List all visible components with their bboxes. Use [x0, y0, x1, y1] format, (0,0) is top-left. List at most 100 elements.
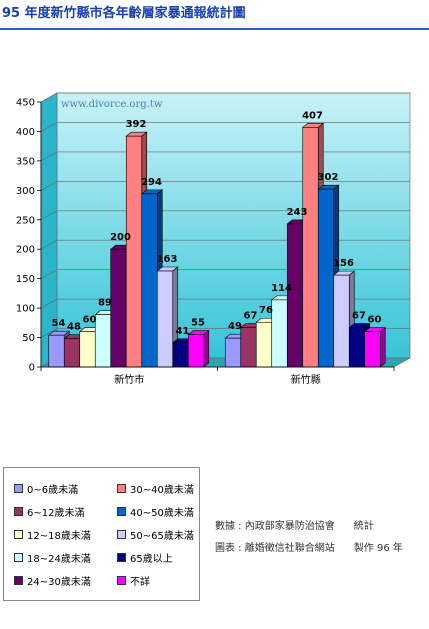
legend-swatch — [14, 507, 23, 516]
legend-swatch — [14, 530, 23, 539]
data-label: 76 — [259, 305, 273, 316]
y-tick-label: 300 — [16, 186, 35, 197]
bar-front — [255, 321, 273, 368]
legend-label: 6~12歲未滿 — [27, 508, 85, 519]
bar — [332, 270, 356, 368]
data-label: 392 — [126, 119, 147, 130]
legend-label: 65歲以上 — [130, 554, 173, 565]
bar — [363, 327, 387, 368]
legend-swatch — [14, 553, 23, 562]
page-title: 95 年度新竹縣市各年齡層家暴通報統計圖 — [2, 6, 246, 21]
bar-side — [203, 329, 210, 368]
bar-front — [302, 127, 319, 368]
legend: 0~6歲未滿 6~12歲未滿 12~18歲未滿 18~24歲未滿 24~30歲未滿 30~… — [3, 467, 200, 601]
gridline — [40, 181, 410, 191]
legend-swatch — [14, 576, 23, 585]
bar-side — [379, 327, 386, 368]
legend-swatch — [117, 530, 126, 539]
legend-item: 6~12歲未滿 — [14, 504, 84, 519]
bar-front — [348, 327, 366, 368]
data-label: 54 — [52, 318, 66, 329]
legend-item: 24~30歲未滿 — [14, 573, 91, 588]
bar-front — [110, 248, 127, 368]
legend-label: 18~24歲未滿 — [27, 554, 91, 565]
legend-label: 不詳 — [130, 577, 150, 588]
legend-item: 65歲以上 — [117, 550, 173, 565]
data-label: 294 — [141, 177, 162, 188]
legend-item: 40~50歲未滿 — [117, 504, 194, 519]
watermark: www.divorce.org.tw — [61, 99, 163, 110]
data-label: 41 — [176, 326, 190, 337]
y-axis: 0 50 100 150 200 250 300 350 400 450 — [16, 98, 42, 374]
title-divider — [0, 28, 429, 30]
legend-item: 0~6歲未滿 — [14, 481, 78, 496]
bars — [47, 122, 387, 368]
legend-label: 0~6歲未滿 — [27, 485, 79, 496]
y-tick-label: 50 — [22, 333, 35, 344]
bar-front — [240, 327, 257, 368]
bar-front — [286, 223, 304, 368]
gridline — [40, 210, 410, 221]
legend-label: 24~30歲未滿 — [27, 577, 91, 588]
gridline — [40, 151, 410, 162]
bar-front — [317, 188, 335, 368]
bar-chart: www.divorce.org.tw 0 50 100 150 200 250 300 350… — [16, 92, 412, 386]
data-label: 407 — [302, 110, 323, 121]
data-label: 302 — [318, 172, 339, 183]
gridline — [40, 122, 410, 132]
legend-label: 12~18歲未滿 — [27, 531, 91, 542]
bar-front — [333, 274, 350, 368]
source-note: 數據 : 內政部家暴防治協會 統計 圖表 : 離婚徵信社聯合網站 製作 96 年 — [215, 516, 403, 560]
data-label: 48 — [67, 322, 81, 333]
legend-item: 50~65歲未滿 — [117, 527, 194, 542]
legend-item: 18~24歲未滿 — [14, 550, 91, 565]
bar-front — [63, 338, 81, 368]
bar-front — [364, 331, 381, 368]
bar-front — [141, 193, 158, 368]
y-tick-label: 100 — [16, 304, 35, 315]
data-label: 89 — [98, 298, 112, 309]
legend-swatch — [117, 484, 126, 493]
x-axis: 新竹市 新竹縣 — [40, 366, 395, 386]
x-tick-label: 新竹市 — [114, 373, 144, 386]
legend-swatch — [117, 507, 126, 516]
legend-label: 40~50歲未滿 — [130, 508, 194, 519]
bar-front — [224, 337, 242, 368]
legend-swatch — [14, 484, 23, 493]
legend-item: 12~18歲未滿 — [14, 527, 91, 542]
legend-swatch — [117, 553, 126, 562]
bar-front — [79, 331, 96, 368]
gridline — [40, 92, 410, 103]
data-label: 60 — [83, 315, 97, 326]
source-line-data: 數據 : 內政部家暴防治協會 統計 — [215, 521, 374, 532]
bar-front — [172, 342, 189, 368]
data-label: 163 — [157, 254, 178, 265]
data-label: 67 — [244, 311, 258, 322]
x-tick-label: 新竹縣 — [291, 373, 321, 386]
data-label: 200 — [110, 232, 131, 243]
legend-label: 50~65歲未滿 — [130, 531, 194, 542]
data-label: 55 — [191, 318, 205, 329]
bar-front — [156, 270, 174, 368]
data-label: 60 — [368, 315, 382, 326]
y-tick-label: 150 — [16, 274, 35, 285]
legend-item: 不詳 — [117, 573, 150, 588]
y-tick-label: 200 — [16, 245, 35, 256]
bar — [187, 329, 210, 368]
bar-front — [94, 314, 112, 368]
bar-front — [48, 334, 65, 368]
source-line-chart: 圖表 : 離婚徵信社聯合網站 製作 96 年 — [215, 543, 403, 554]
bar-front — [187, 334, 205, 368]
bar-front — [271, 299, 288, 368]
y-tick-label: 400 — [16, 127, 35, 138]
bar-front — [125, 135, 143, 368]
y-tick-label: 250 — [16, 215, 35, 226]
y-tick-label: 0 — [29, 363, 35, 374]
data-label: 243 — [287, 207, 308, 218]
data-label: 49 — [228, 321, 242, 332]
y-tick-label: 450 — [16, 98, 35, 109]
data-label: 156 — [333, 258, 354, 269]
legend-item: 30~40歲未滿 — [117, 481, 194, 496]
data-label: 67 — [352, 311, 366, 322]
